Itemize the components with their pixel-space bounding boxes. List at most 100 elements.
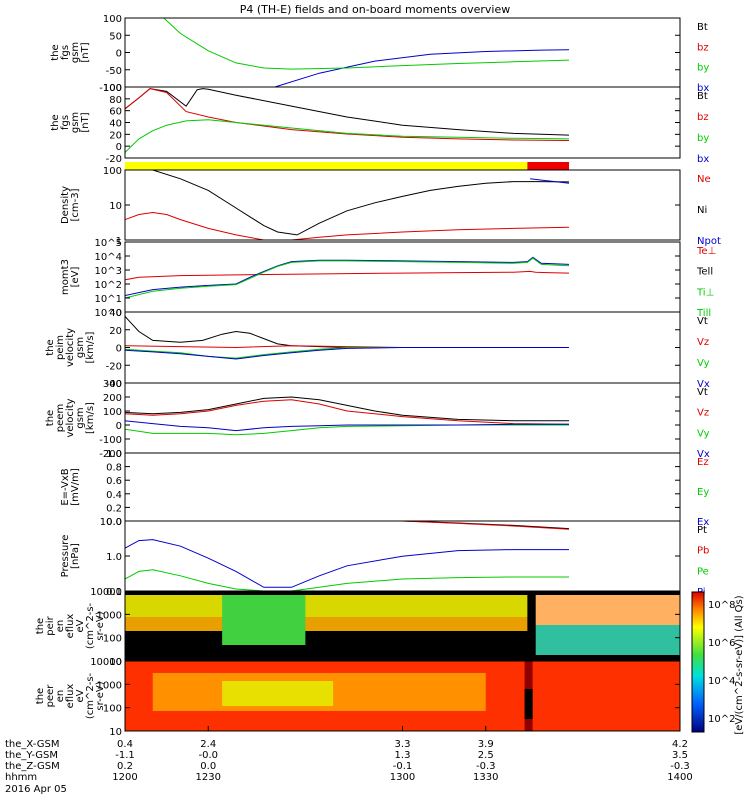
panel-frame: [124, 241, 681, 313]
x-row-value: 4.2: [672, 739, 688, 750]
y-tick-label: 0: [116, 344, 122, 355]
y-tick-label: 10000: [90, 657, 122, 668]
y-axis-label: the: [45, 410, 56, 426]
legend-entry: bz: [697, 112, 709, 123]
y-axis-label: velocity: [65, 398, 76, 437]
y-tick-label: 100: [103, 634, 122, 645]
y-axis-label: Density: [60, 186, 71, 224]
y-axis-label: sr-eV): [95, 681, 106, 710]
y-tick-label: 10^2: [95, 280, 122, 291]
y-axis-label: [mV/m]: [70, 468, 81, 506]
y-axis-label: momt3: [60, 259, 71, 295]
y-axis-label: (cm^2-s-: [85, 602, 96, 649]
y-axis-label: the: [35, 688, 46, 704]
legend-entry: Pt: [697, 525, 707, 536]
y-axis-label: [nT]: [80, 42, 91, 62]
y-axis-label: fgs: [60, 115, 71, 130]
y-axis-label: peem: [55, 404, 66, 432]
x-row-value: -1.1: [115, 750, 135, 761]
y-tick-label: 0.0: [106, 517, 122, 528]
x-row-value: 1230: [196, 772, 221, 783]
y-tick-label: 60: [109, 107, 122, 118]
y-tick-label: 80: [109, 95, 122, 106]
x-row-value: 3.9: [478, 739, 494, 750]
colorbar-tick-label: 10^4: [708, 676, 735, 687]
y-tick-label: 100: [103, 407, 122, 418]
y-tick-label: -200: [99, 449, 122, 460]
spectrogram-image: [125, 591, 680, 661]
legend-entry: Bt: [697, 91, 708, 102]
panel-frame: [124, 86, 681, 159]
x-row-value: 0.2: [117, 761, 133, 772]
legend-entry: Vy: [697, 358, 710, 369]
y-axis-label: peir: [45, 615, 56, 635]
legend-entry: bz: [697, 42, 709, 53]
colorbar: 10^8 10^6 10^4 10^2[eV/(cm^2-s-sr-eV)] (All…: [691, 591, 745, 735]
y-axis-label: the: [35, 618, 46, 634]
y-tick-label: 1: [116, 236, 122, 247]
colorbar-tick-label: 10^8: [708, 600, 735, 611]
colorbar-tick-label: 10^2: [708, 714, 735, 725]
y-tick-label: 0.4: [106, 490, 122, 501]
y-tick-label: 10: [109, 657, 122, 668]
legend-entry: Ne: [697, 174, 711, 185]
panel-mom_t: 10^5 10^4 10^3 10^2 10^1 10^0 momt3 [eV] Te⊥ Tell…: [60, 238, 716, 319]
spectrogram-image: [125, 661, 680, 731]
series-Vz: [125, 399, 570, 425]
colorbar-label: [eV/(cm^2-s-sr-eV)] (All Qs): [734, 595, 745, 734]
y-tick-label: -50: [106, 66, 122, 77]
panel-e_field: 1.0 0.8 0.6 0.4 0.2 0.0 E=-VxB [mV/m] Ez Ey Ex: [60, 449, 709, 528]
colorbar-tick-label: 10^6: [708, 638, 735, 649]
legend-entry: Te⊥: [696, 246, 716, 257]
y-axis-label: eV: [75, 689, 86, 702]
y-axis-label: gsm: [70, 42, 81, 63]
y-tick-label: -20: [106, 361, 122, 372]
panel-frame: [124, 452, 681, 522]
legend-entry: Ey: [697, 487, 709, 498]
series-Vt: [125, 396, 569, 422]
legend-entry: Ti⊥: [696, 287, 714, 298]
spectro-band: [535, 625, 680, 655]
mode-bar-segment: [527, 162, 569, 170]
series-Bt: [125, 88, 570, 136]
y-axis-label: eflux: [65, 614, 76, 639]
y-axis-label: eflux: [65, 684, 76, 709]
series-Te: [125, 270, 570, 281]
y-axis-label: peim: [55, 335, 66, 360]
legend-entry: Ni: [697, 205, 707, 216]
y-tick-label: 300: [103, 379, 122, 390]
y-tick-label: 10^3: [95, 266, 122, 277]
x-row-value: 0.4: [117, 739, 133, 750]
series-Npot: [530, 178, 570, 184]
x-row-value: -0.3: [670, 761, 690, 772]
x-row-value: -0.0: [198, 750, 218, 761]
series-by: [125, 119, 570, 153]
y-tick-label: 10: [109, 727, 122, 738]
x-row-value: 1300: [390, 772, 415, 783]
legend-entry: Pb: [697, 546, 709, 557]
y-tick-label: 0.6: [106, 476, 122, 487]
y-tick-label: 1000: [97, 610, 122, 621]
y-axis-label: eV: [75, 619, 86, 632]
legend-entry: Ez: [697, 457, 709, 468]
y-axis-label: [nPa]: [70, 543, 81, 569]
panel-frame: [124, 169, 681, 241]
series-Vt: [125, 316, 569, 348]
y-axis-label: gsm: [75, 407, 86, 428]
legend-entry: Vz: [697, 337, 709, 348]
legend-entry: Tell: [696, 267, 713, 278]
x-row-label: the_Y-GSM: [5, 750, 58, 761]
series-Pe: [125, 569, 569, 591]
series-Till: [125, 257, 570, 299]
y-axis-label: (cm^2-s-: [85, 672, 96, 719]
y-tick-label: 1000: [97, 680, 122, 691]
x-row-value: 3.5: [672, 750, 688, 761]
spectro-band: [535, 595, 680, 625]
x-row-value: 1200: [112, 772, 137, 783]
x-row-label: the_X-GSM: [5, 739, 59, 750]
x-row-value: -0.3: [476, 761, 496, 772]
x-row-value: -0.1: [393, 761, 413, 772]
spectro-band: [222, 681, 334, 706]
